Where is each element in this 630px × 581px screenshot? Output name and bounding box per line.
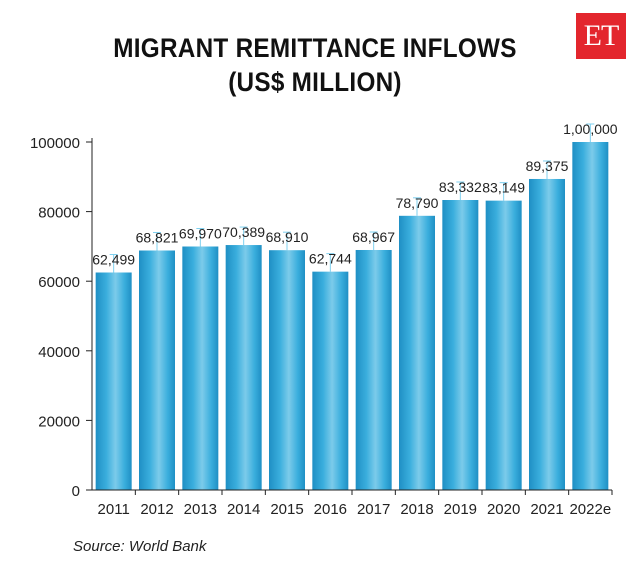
bar-2021: [529, 178, 565, 490]
data-label: 89,375: [526, 158, 569, 174]
data-label: 83,332: [439, 179, 482, 195]
chart-title-line-2: (US$ MILLION): [228, 67, 402, 97]
data-label: 68,821: [136, 230, 179, 246]
x-tick-label: 2014: [227, 501, 260, 518]
x-tick-label: 2022e: [569, 501, 611, 518]
x-tick-label: 2018: [400, 501, 433, 518]
et-logo: ET: [576, 13, 626, 59]
bar-2015: [269, 250, 305, 490]
bar-2019: [442, 200, 479, 490]
data-label: 70,389: [222, 224, 265, 240]
bar-2017: [355, 249, 392, 490]
bar-2013: [182, 246, 219, 490]
data-label: 69,970: [179, 226, 222, 242]
data-label: 62,744: [309, 251, 352, 267]
bar-2022e: [572, 142, 609, 490]
data-label: 78,790: [396, 195, 439, 211]
x-tick-label: 2019: [444, 501, 477, 518]
data-label: 1,00,000: [563, 121, 618, 137]
data-label: 68,967: [352, 229, 395, 245]
data-label: 68,910: [266, 229, 309, 245]
y-tick-label: 0: [72, 483, 80, 500]
x-tick-label: 2015: [270, 501, 303, 518]
source-note: Source: World Bank: [73, 538, 207, 555]
y-tick-label: 100000: [30, 135, 80, 152]
bar-2012: [139, 250, 175, 490]
y-tick-label: 80000: [38, 205, 80, 222]
bar-2014: [225, 245, 262, 490]
x-tick-label: 2011: [98, 501, 130, 518]
bar-2020: [485, 200, 522, 490]
x-tick-label: 2021: [530, 501, 563, 518]
y-axis: 0 20000 40000 60000 80000 100000: [30, 135, 93, 500]
bar-2011: [95, 272, 132, 490]
data-label: 62,499: [92, 252, 135, 268]
data-label: 83,149: [482, 180, 525, 196]
x-axis: 2011 2012 2013 2014 2015 2016 2017 2018 2019 2020…: [92, 489, 613, 518]
bar-2018: [399, 215, 435, 491]
x-tick-label: 2017: [357, 501, 390, 518]
bar-2016: [312, 271, 349, 490]
x-tick-label: 2016: [314, 501, 347, 518]
y-tick-label: 60000: [38, 274, 80, 291]
y-tick-label: 40000: [38, 344, 80, 361]
x-tick-label: 2020: [487, 501, 520, 518]
x-tick-label: 2013: [184, 501, 217, 518]
x-tick-label: 2012: [140, 501, 173, 518]
chart-title-line-1: MIGRANT REMITTANCE INFLOWS: [113, 33, 517, 63]
y-tick-label: 20000: [38, 413, 80, 430]
